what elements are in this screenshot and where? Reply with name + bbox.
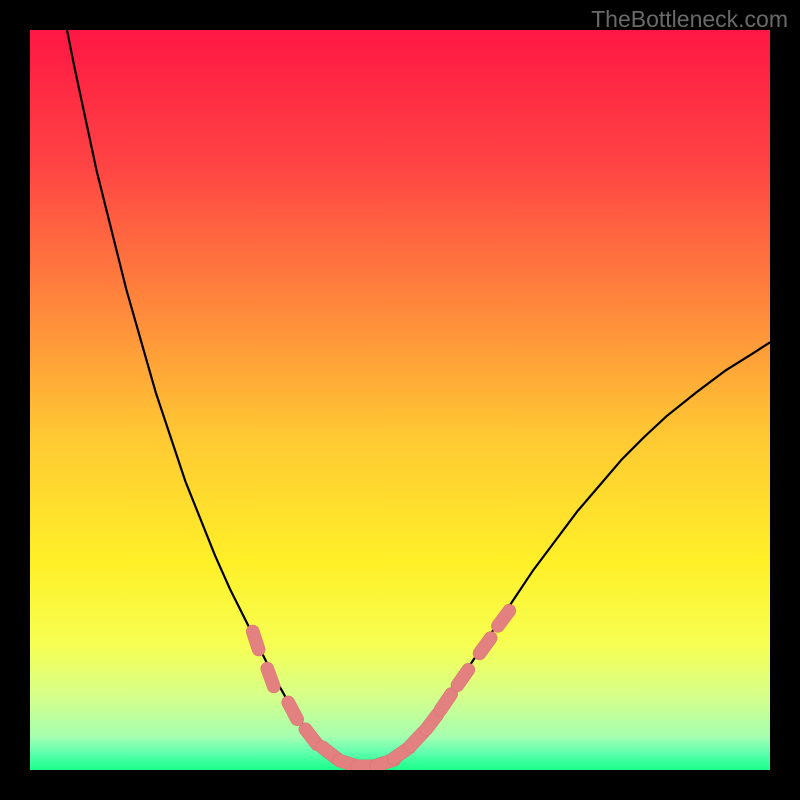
gradient-background xyxy=(30,30,770,770)
chart-svg xyxy=(30,30,770,770)
chart-area xyxy=(30,30,770,770)
watermark-text: TheBottleneck.com xyxy=(591,6,788,33)
